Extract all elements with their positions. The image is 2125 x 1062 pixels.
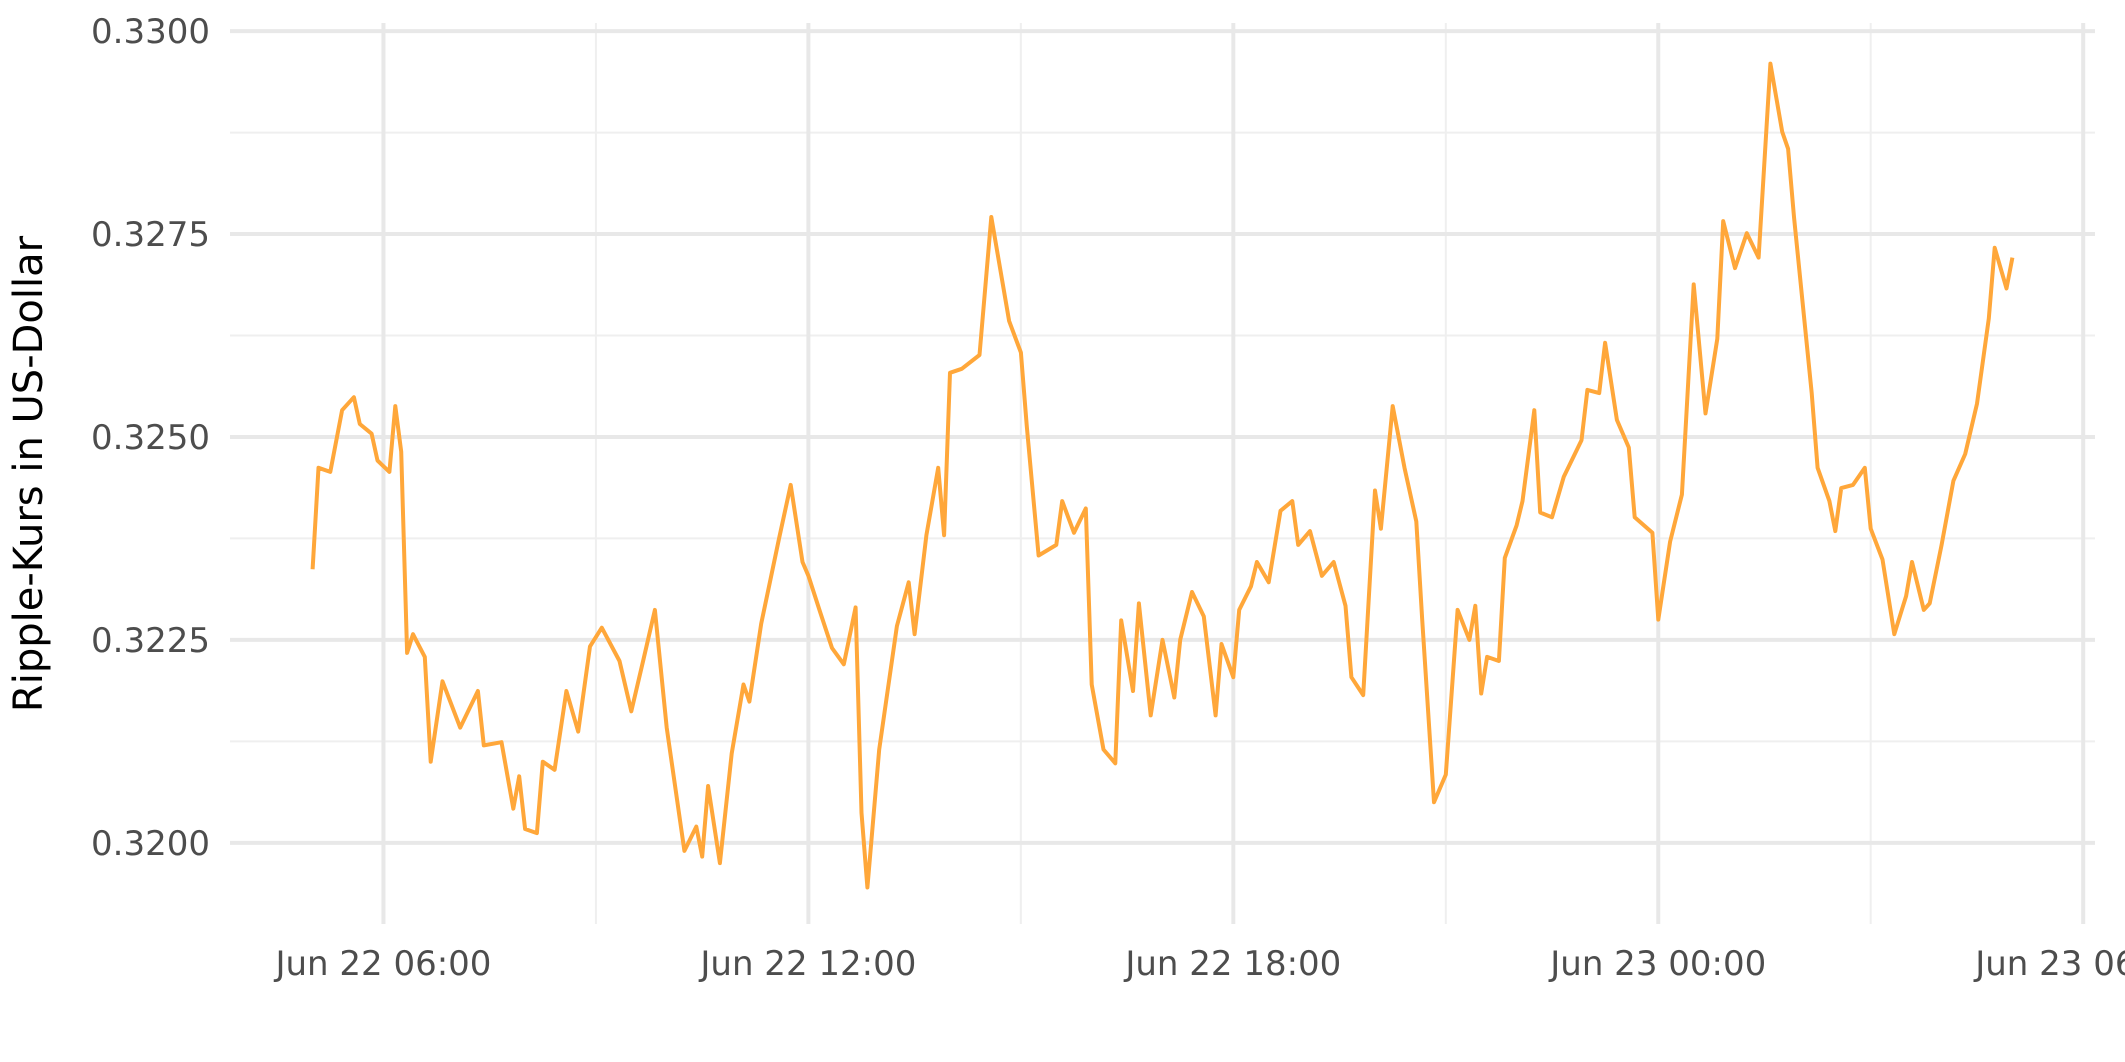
y-tick-label: 0.3225	[91, 621, 210, 661]
y-tick-label: 0.3275	[91, 215, 210, 255]
x-tick-label: Jun 23 06:00	[1973, 944, 2125, 984]
x-tick-label: Jun 23 00:00	[1548, 944, 1766, 984]
price-line	[310, 61, 2015, 890]
y-axis-title: Ripple-Kurs in US-Dollar	[6, 235, 52, 712]
y-tick-label: 0.3200	[91, 824, 210, 864]
y-tick-label: 0.3300	[91, 12, 210, 52]
x-tick-label: Jun 22 18:00	[1123, 944, 1341, 984]
y-tick-label: 0.3250	[91, 418, 210, 458]
x-tick-label: Jun 22 06:00	[273, 944, 491, 984]
x-tick-label: Jun 22 12:00	[698, 944, 916, 984]
